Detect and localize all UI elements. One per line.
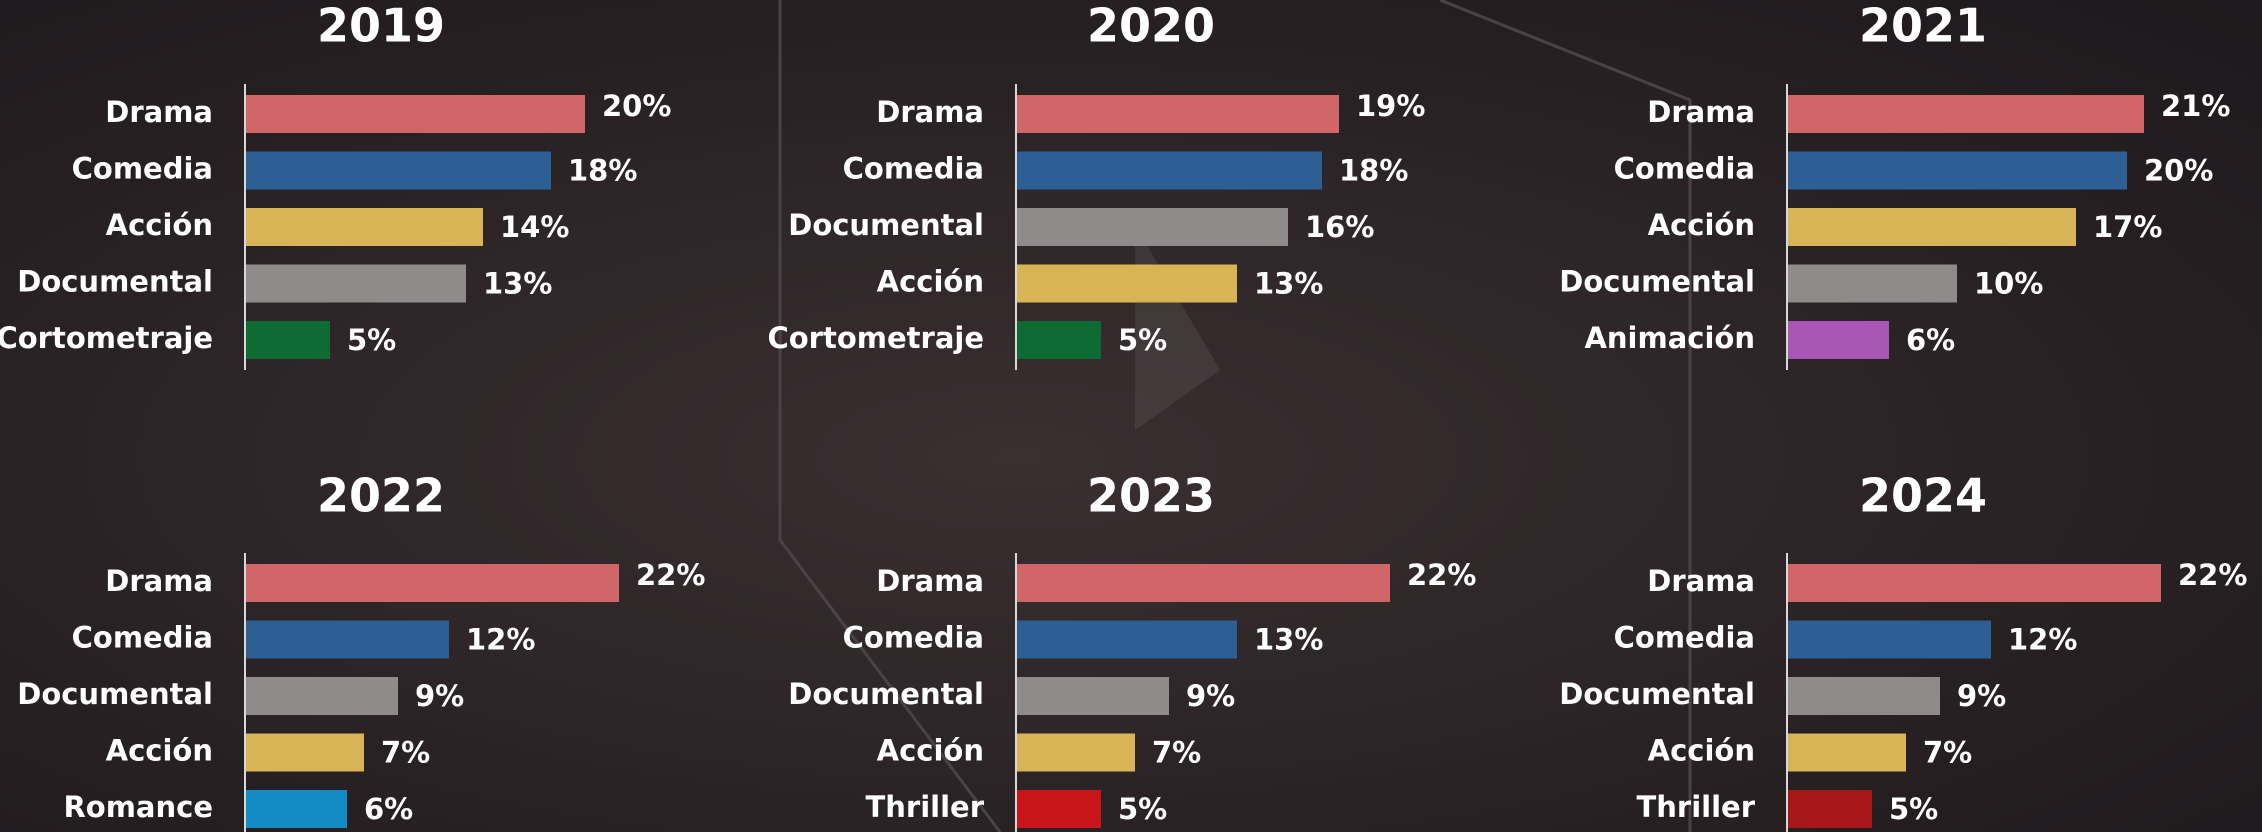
value-label: 5% xyxy=(1118,323,1167,357)
value-label: 20% xyxy=(602,89,671,123)
bar xyxy=(245,790,347,828)
bar xyxy=(245,152,551,190)
category-label: Drama xyxy=(1647,564,1755,598)
category-label: Comedia xyxy=(72,152,213,186)
chart-grid: 2019 Drama 20% Comedia 18% Acción 14% Documenta… xyxy=(0,0,2262,832)
value-label: 5% xyxy=(347,323,396,357)
bar xyxy=(245,95,585,133)
value-label: 10% xyxy=(1974,267,2043,301)
bar xyxy=(245,564,619,602)
category-label: Documental xyxy=(17,677,213,711)
bar xyxy=(245,265,466,303)
bar xyxy=(245,321,330,359)
value-label: 22% xyxy=(636,558,705,592)
category-label: Thriller xyxy=(1636,790,1755,824)
chart-title: 2023 xyxy=(1087,469,1215,523)
bar xyxy=(1016,564,1390,602)
value-label: 7% xyxy=(1152,736,1201,770)
category-label: Documental xyxy=(17,265,213,299)
category-label: Acción xyxy=(106,208,213,242)
category-label: Cortometraje xyxy=(0,321,213,355)
category-label: Animación xyxy=(1584,321,1755,355)
value-label: 5% xyxy=(1118,792,1167,826)
bar xyxy=(1787,208,2076,246)
category-label: Comedia xyxy=(72,621,213,655)
bar xyxy=(245,621,449,659)
value-label: 16% xyxy=(1305,210,1374,244)
value-label: 13% xyxy=(1254,267,1323,301)
value-label: 12% xyxy=(2008,623,2077,657)
bar xyxy=(245,677,398,715)
bar xyxy=(1016,152,1322,190)
value-label: 22% xyxy=(2178,558,2247,592)
category-label: Drama xyxy=(876,95,984,129)
chart-title: 2019 xyxy=(317,0,445,53)
category-label: Drama xyxy=(105,95,213,129)
bar xyxy=(1787,152,2127,190)
value-label: 13% xyxy=(483,267,552,301)
value-label: 9% xyxy=(1957,679,2006,713)
value-label: 21% xyxy=(2161,89,2230,123)
chart-title: 2021 xyxy=(1859,0,1987,53)
value-label: 12% xyxy=(466,623,535,657)
category-label: Drama xyxy=(1647,95,1755,129)
bar xyxy=(1787,790,1872,828)
category-label: Thriller xyxy=(865,790,984,824)
value-label: 20% xyxy=(2144,154,2213,188)
bar xyxy=(1787,677,1940,715)
category-label: Cortometraje xyxy=(767,321,984,355)
category-label: Comedia xyxy=(843,152,984,186)
bar xyxy=(1787,564,2161,602)
category-label: Acción xyxy=(1648,208,1755,242)
value-label: 14% xyxy=(500,210,569,244)
bar xyxy=(1016,208,1288,246)
category-label: Acción xyxy=(877,734,984,768)
bar xyxy=(245,734,364,772)
category-label: Documental xyxy=(788,208,984,242)
chart-title: 2022 xyxy=(317,469,445,523)
category-label: Drama xyxy=(105,564,213,598)
bar xyxy=(1787,95,2144,133)
value-label: 22% xyxy=(1407,558,1476,592)
value-label: 9% xyxy=(415,679,464,713)
bar xyxy=(1016,677,1169,715)
chart-title: 2024 xyxy=(1859,469,1987,523)
category-label: Acción xyxy=(877,265,984,299)
category-label: Documental xyxy=(788,677,984,711)
bar xyxy=(1016,734,1135,772)
category-label: Documental xyxy=(1559,265,1755,299)
bar xyxy=(1016,790,1101,828)
value-label: 18% xyxy=(1339,154,1408,188)
bar xyxy=(1787,734,1906,772)
value-label: 5% xyxy=(1889,792,1938,826)
bar xyxy=(1016,321,1101,359)
bar xyxy=(1787,321,1889,359)
bar xyxy=(1787,621,1991,659)
bar xyxy=(1016,95,1339,133)
value-label: 19% xyxy=(1356,89,1425,123)
value-label: 13% xyxy=(1254,623,1323,657)
value-label: 6% xyxy=(1906,323,1955,357)
value-label: 17% xyxy=(2093,210,2162,244)
category-label: Comedia xyxy=(1614,621,1755,655)
bar xyxy=(1787,265,1957,303)
bar xyxy=(1016,621,1237,659)
value-label: 9% xyxy=(1186,679,1235,713)
category-label: Acción xyxy=(1648,734,1755,768)
chart-title: 2020 xyxy=(1087,0,1215,53)
page: 2019 Drama 20% Comedia 18% Acción 14% Documenta… xyxy=(0,0,2262,832)
category-label: Comedia xyxy=(843,621,984,655)
value-label: 7% xyxy=(1923,736,1972,770)
category-label: Romance xyxy=(63,790,213,824)
category-label: Documental xyxy=(1559,677,1755,711)
category-label: Comedia xyxy=(1614,152,1755,186)
bar xyxy=(245,208,483,246)
category-label: Drama xyxy=(876,564,984,598)
bar xyxy=(1016,265,1237,303)
value-label: 6% xyxy=(364,792,413,826)
value-label: 7% xyxy=(381,736,430,770)
value-label: 18% xyxy=(568,154,637,188)
category-label: Acción xyxy=(106,734,213,768)
